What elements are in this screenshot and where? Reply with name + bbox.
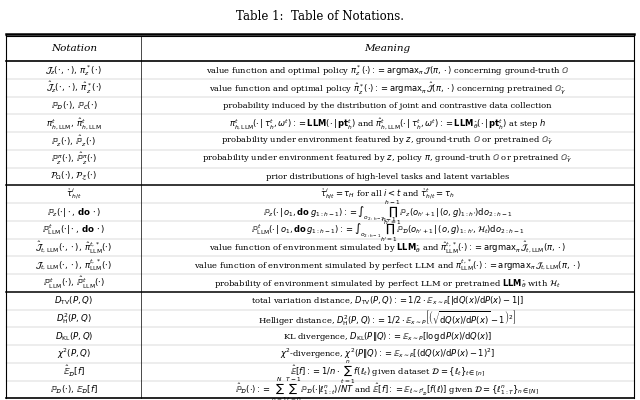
Text: Notation: Notation [51, 44, 97, 53]
Text: $\chi^2$-divergence, $\chi^2(P\|Q) := \mathbb{E}_{x \sim P}[(\mathrm{d}Q(x)/\mat: $\chi^2$-divergence, $\chi^2(P\|Q) := \m… [280, 347, 495, 361]
Text: $D_{\mathrm{KL}}(P,Q)$: $D_{\mathrm{KL}}(P,Q)$ [54, 330, 93, 342]
Text: $\mathbb{P}^\pi_z(\cdot),\, \hat{\mathbb{P}}^\pi_z(\cdot)$: $\mathbb{P}^\pi_z(\cdot),\, \hat{\mathbb… [51, 151, 97, 167]
Text: $\mathbb{P}_z(\cdot|\cdot,\, \mathbf{do}\,\cdot)$: $\mathbb{P}_z(\cdot|\cdot,\, \mathbf{do}… [47, 206, 101, 218]
Text: $\hat{\mathbb{E}}_{\mathcal{D}}[f]$: $\hat{\mathbb{E}}_{\mathcal{D}}[f]$ [63, 364, 84, 379]
Text: value function and optimal policy $\pi^*_z(\cdot) := \mathrm{argmax}_{\pi}\, \ma: value function and optimal policy $\pi^*… [205, 63, 569, 78]
Text: total variation distance, $D_{\mathrm{TV}}(P,Q) := 1/2 \cdot \mathbb{E}_{x \sim : total variation distance, $D_{\mathrm{TV… [251, 294, 524, 307]
Text: $\hat{\mathcal{J}}_{t,\mathrm{LLM}}(\cdot,\cdot),\, \hat{\pi}^{t,*}_{\mathrm{LLM: $\hat{\mathcal{J}}_{t,\mathrm{LLM}}(\cdo… [35, 240, 113, 256]
Text: $D_{\mathrm{TV}}(P,Q)$: $D_{\mathrm{TV}}(P,Q)$ [54, 294, 93, 307]
Text: $D^2_{\mathrm{H}}(P,Q)$: $D^2_{\mathrm{H}}(P,Q)$ [56, 311, 92, 326]
Text: probability under environment featured by $z$, policy $\pi$, ground-truth $\math: probability under environment featured b… [202, 153, 573, 165]
Text: value function and optimal policy $\hat{\pi}^*_z(\cdot) := \mathrm{argmax}_{\pi}: value function and optimal policy $\hat{… [209, 80, 566, 96]
Text: value function of environment simulated by $\mathbf{LLM}_{\hat{\theta}}$ and $\h: value function of environment simulated … [209, 240, 566, 256]
Text: probability of environment simulated by perfect LLM or pretrained $\mathbf{LLM}_: probability of environment simulated by … [214, 276, 561, 290]
Text: $\mathring{\tau}^i_{h/t}$: $\mathring{\tau}^i_{h/t}$ [66, 187, 82, 202]
Text: $\mathcal{P}_\Omega(\cdot),\, \mathcal{P}_\mathcal{Z}(\cdot)$: $\mathcal{P}_\Omega(\cdot),\, \mathcal{P… [50, 170, 97, 183]
Text: $\mathbb{P}_{\mathcal{D}}(\cdot),\, \mathbb{E}_{\mathcal{D}}[f]$: $\mathbb{P}_{\mathcal{D}}(\cdot),\, \mat… [50, 383, 98, 396]
Text: $\mathbb{P}_z(\cdot\,|\,o_1, \mathbf{do}\, g_{1:h-1}) := \int_{o_{2:h-1}} \prod_: $\mathbb{P}_z(\cdot\,|\,o_1, \mathbf{do}… [262, 198, 512, 226]
Text: $\mathbb{P}^t_{\mathrm{LLM}}(\cdot|\cdot,\, \mathbf{do}\,\cdot)$: $\mathbb{P}^t_{\mathrm{LLM}}(\cdot|\cdot… [42, 222, 106, 237]
Text: $\hat{\mathcal{J}}_z(\cdot,\cdot),\, \hat{\pi}^*_z(\cdot)$: $\hat{\mathcal{J}}_z(\cdot,\cdot),\, \ha… [45, 80, 102, 96]
Text: value function of environment simulated by perfect LLM and $\pi^{t,*}_{\mathrm{L: value function of environment simulated … [194, 258, 581, 273]
Text: probability induced by the distribution of joint and contrastive data collection: probability induced by the distribution … [223, 102, 552, 110]
Text: $\pi^t_{h,\mathrm{LLM}}(\cdot\,|\,\tau^t_h, \omega^t) := \mathbf{LLM}(\cdot\,|\,: $\pi^t_{h,\mathrm{LLM}}(\cdot\,|\,\tau^t… [228, 116, 547, 131]
Text: Table 1:  Table of Notations.: Table 1: Table of Notations. [236, 10, 404, 23]
Text: $\hat{\mathbb{P}}_{\mathcal{D}}(\cdot) := \sum_{n=1}^N \sum_{t=0}^{T-1} \mathbb{: $\hat{\mathbb{P}}_{\mathcal{D}}(\cdot) :… [236, 375, 540, 400]
Text: $\hat{\mathbb{E}}[f] := 1/n \cdot \sum_{t=1}^n f(\ell_t)$ given dataset $\mathca: $\hat{\mathbb{E}}[f] := 1/n \cdot \sum_{… [290, 358, 485, 386]
Text: $\mathcal{J}_{t,\mathrm{LLM}}(\cdot,\cdot),\, \pi^{t,*}_{\mathrm{LLM}}(\cdot)$: $\mathcal{J}_{t,\mathrm{LLM}}(\cdot,\cdo… [35, 258, 113, 273]
Text: Meaning: Meaning [364, 44, 410, 53]
Text: $\mathring{\tau}^i_{h/t} = \tau_H$ for all $i < t$ and $\mathring{\tau}^t_{h/t} : $\mathring{\tau}^i_{h/t} = \tau_H$ for a… [320, 187, 455, 202]
Text: $\mathbb{P}_z(\cdot),\, \hat{\mathbb{P}}_z(\cdot)$: $\mathbb{P}_z(\cdot),\, \hat{\mathbb{P}}… [51, 134, 96, 149]
Text: $\mathbb{P}^t_{\mathrm{LLM}}(\cdot),\, \hat{\mathbb{P}}^t_{\mathrm{LLM}}(\cdot)$: $\mathbb{P}^t_{\mathrm{LLM}}(\cdot),\, \… [43, 275, 105, 291]
Text: KL divergence, $D_{\mathrm{KL}}(P\|Q) := \mathbb{E}_{x \sim P}[\log\mathrm{d}P(x: KL divergence, $D_{\mathrm{KL}}(P\|Q) :=… [283, 330, 492, 343]
Text: $\mathcal{J}_z(\cdot,\cdot),\, \pi^*_z(\cdot)$: $\mathcal{J}_z(\cdot,\cdot),\, \pi^*_z(\… [45, 63, 102, 78]
Text: $\chi^2(P,Q)$: $\chi^2(P,Q)$ [57, 347, 91, 361]
Text: $\mathbb{P}^t_{\mathrm{LLM}}(\cdot\,|\,o_1, \mathbf{do}\, g_{1:h-1}) := \int_{o_: $\mathbb{P}^t_{\mathrm{LLM}}(\cdot\,|\,o… [251, 215, 524, 244]
Text: Helliger distance, $D^2_{\mathrm{H}}(P,Q) := 1/2 \cdot \mathbb{E}_{x \sim P}\lef: Helliger distance, $D^2_{\mathrm{H}}(P,Q… [259, 309, 516, 328]
Text: prior distributions of high-level tasks and latent variables: prior distributions of high-level tasks … [266, 172, 509, 180]
Text: $\mathbb{P}_{\mathcal{D}}(\cdot),\, \mathbb{P}_{\mathcal{C}}(\cdot)$: $\mathbb{P}_{\mathcal{D}}(\cdot),\, \mat… [51, 99, 97, 112]
Text: probability under environment featured by $z$, ground-truth $\mathbb{O}$ or pret: probability under environment featured b… [221, 135, 554, 147]
Text: $\pi^t_{h,\mathrm{LLM}},\, \hat{\pi}^t_{h,\mathrm{LLM}}$: $\pi^t_{h,\mathrm{LLM}},\, \hat{\pi}^t_{… [46, 116, 102, 131]
